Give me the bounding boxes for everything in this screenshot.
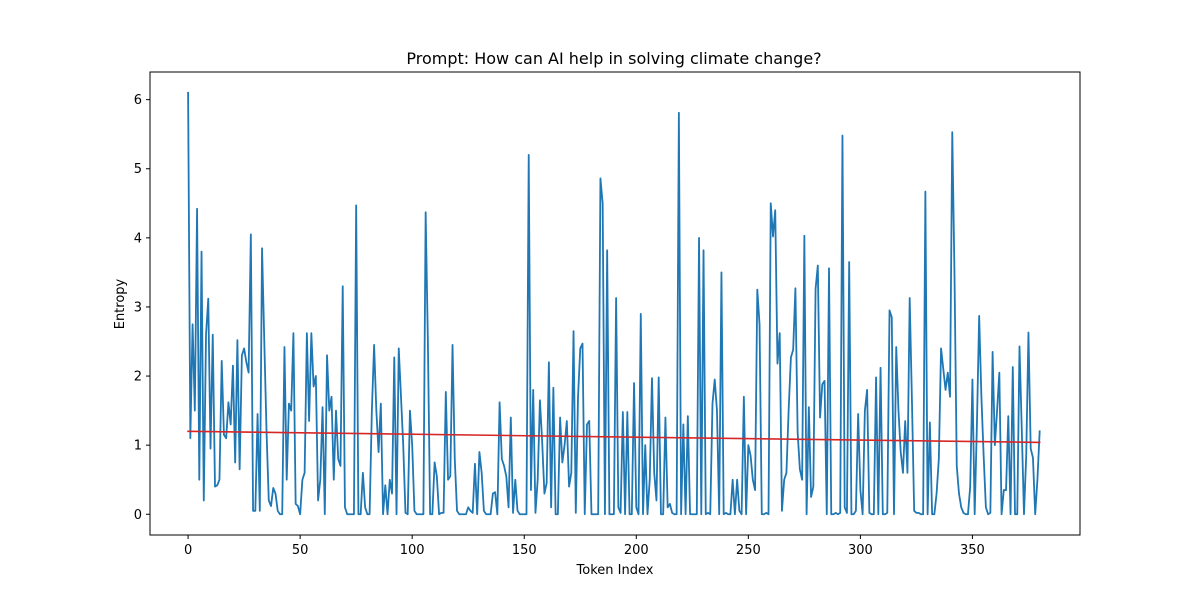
y-tick-label: 4	[134, 231, 142, 246]
y-tick-label: 6	[134, 93, 142, 108]
chart-title: Prompt: How can AI help in solving clima…	[406, 49, 821, 68]
x-tick-label: 100	[400, 543, 425, 558]
plot-frame	[149, 71, 1081, 536]
x-tick-label: 350	[960, 543, 985, 558]
y-axis-label: Entropy	[113, 278, 128, 329]
plot-area	[187, 91, 1041, 516]
x-tick-label: 250	[736, 543, 761, 558]
x-tick-label: 50	[292, 543, 309, 558]
y-tick-label: 5	[134, 162, 142, 177]
x-axis-label: Token Index	[576, 563, 654, 578]
x-tick-label: 200	[624, 543, 649, 558]
y-tick-label: 1	[134, 439, 142, 454]
y-tick-label: 2	[134, 370, 142, 385]
series-line-trend	[187, 430, 1041, 444]
series-line-entropy	[187, 91, 1041, 516]
y-tick-label: 0	[134, 508, 142, 523]
x-tick-label: 150	[512, 543, 537, 558]
y-tick-label: 3	[134, 300, 142, 315]
axis-ticks: 0 50 100 150 200 250 300 350 0 1 2 3 4 5 6	[134, 93, 985, 558]
x-tick-label: 300	[848, 543, 873, 558]
x-tick-label: 0	[184, 543, 192, 558]
